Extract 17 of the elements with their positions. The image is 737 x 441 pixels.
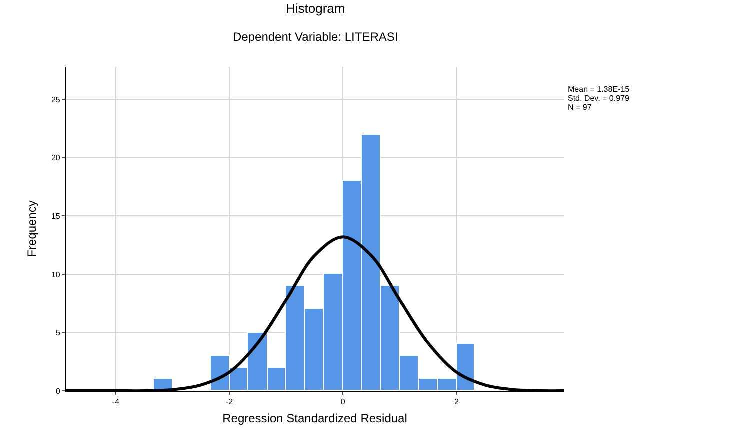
y-tick-label: 25 <box>51 95 61 104</box>
chart-title: Histogram <box>286 1 346 16</box>
chart-subtitle: Dependent Variable: LITERASI <box>233 30 398 44</box>
y-tick-label: 0 <box>56 386 61 396</box>
y-tick-label: 15 <box>51 212 61 221</box>
text: Std. Dev. = 0.979 <box>568 94 630 103</box>
text: N = 97 <box>568 103 592 112</box>
x-axis-title: Regression Standardized Residual <box>222 412 408 426</box>
x-tick-label: -4 <box>112 398 120 407</box>
y-tick-label: 20 <box>51 154 61 163</box>
x-tick-label: -2 <box>226 398 234 407</box>
y-tick-label: 5 <box>56 328 61 338</box>
text: Mean = 1.38E-15 <box>568 85 630 94</box>
x-tick-label: 2 <box>454 398 460 407</box>
y-axis-title: Frequency <box>24 200 39 258</box>
y-tick-label: 10 <box>51 270 61 280</box>
x-tick-label: 0 <box>340 398 346 407</box>
